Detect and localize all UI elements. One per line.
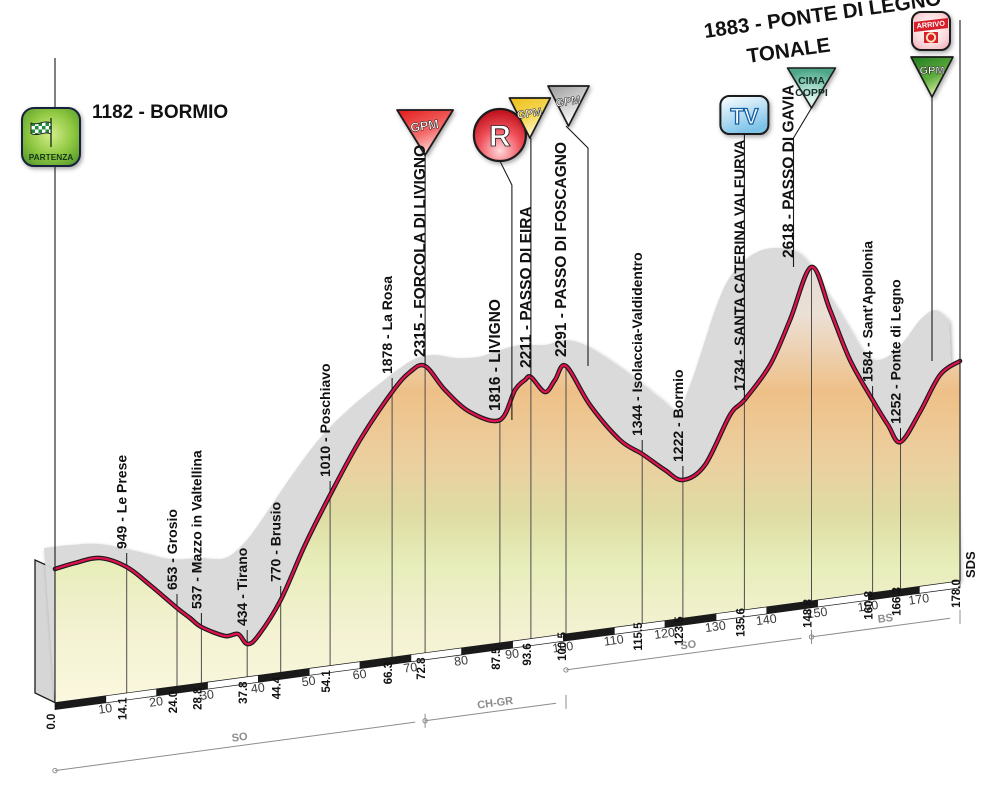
svg-text:GPM: GPM — [919, 65, 944, 77]
svg-text:1816 - LIVIGNO: 1816 - LIVIGNO — [487, 299, 504, 411]
svg-text:10: 10 — [97, 701, 113, 717]
svg-text:14.1: 14.1 — [118, 697, 130, 720]
svg-text:2315 - FORCOLA DI LIVIGNO: 2315 - FORCOLA DI LIVIGNO — [412, 145, 429, 357]
svg-text:72.8: 72.8 — [416, 657, 428, 680]
svg-text:653 - Grosio: 653 - Grosio — [164, 509, 180, 590]
svg-text:2291 - PASSO DI FOSCAGNO: 2291 - PASSO DI FOSCAGNO — [553, 142, 570, 357]
svg-text:1584 - Sant'Apollonia: 1584 - Sant'Apollonia — [860, 241, 876, 382]
svg-text:40: 40 — [250, 680, 266, 696]
svg-text:110: 110 — [603, 632, 625, 649]
svg-text:135.6: 135.6 — [735, 608, 747, 637]
svg-text:44.4: 44.4 — [272, 676, 284, 699]
svg-text:28.8: 28.8 — [192, 687, 204, 710]
svg-text:1222 - Bormio: 1222 - Bormio — [670, 369, 686, 462]
svg-text:160.8: 160.8 — [864, 590, 876, 619]
svg-text:TV: TV — [730, 104, 758, 129]
svg-text:50: 50 — [301, 674, 317, 690]
svg-text:SO: SO — [231, 731, 249, 745]
svg-text:COPPI: COPPI — [795, 87, 828, 99]
svg-text:130: 130 — [704, 618, 727, 635]
svg-text:537 - Mazzo in Valtellina: 537 - Mazzo in Valtellina — [188, 450, 204, 609]
svg-text:60: 60 — [352, 667, 368, 683]
svg-text:2211 - PASSO DI EIRA: 2211 - PASSO DI EIRA — [518, 206, 535, 368]
svg-text:SO: SO — [680, 638, 698, 652]
svg-text:434 - Tirano: 434 - Tirano — [234, 548, 250, 626]
svg-text:170: 170 — [907, 591, 930, 608]
svg-text:115.5: 115.5 — [633, 622, 645, 651]
svg-text:120: 120 — [653, 625, 676, 642]
svg-text:CIMA: CIMA — [798, 75, 825, 87]
svg-text:140: 140 — [755, 612, 778, 629]
svg-text:1010 - Poschiavo: 1010 - Poschiavo — [317, 363, 333, 477]
svg-text:1344 - Isolaccia-Valdidentro: 1344 - Isolaccia-Valdidentro — [629, 252, 645, 436]
svg-text:2618 - PASSO DI GAVIA: 2618 - PASSO DI GAVIA — [781, 85, 798, 258]
svg-text:1878 - La Rosa: 1878 - La Rosa — [379, 276, 395, 374]
svg-text:37.8: 37.8 — [238, 681, 250, 704]
svg-text:R: R — [489, 120, 511, 153]
svg-text:178.0: 178.0 — [951, 579, 963, 608]
svg-text:87.5: 87.5 — [491, 647, 503, 670]
svg-text:20: 20 — [148, 694, 164, 710]
svg-text:0.0: 0.0 — [46, 714, 58, 730]
svg-text:80: 80 — [453, 653, 469, 669]
svg-text:90: 90 — [504, 646, 520, 662]
svg-text:BS: BS — [877, 612, 894, 626]
svg-text:166.3: 166.3 — [892, 587, 904, 616]
svg-text:770 - Brusio: 770 - Brusio — [268, 502, 284, 582]
svg-text:148.8: 148.8 — [803, 599, 815, 628]
svg-text:54.1: 54.1 — [321, 670, 333, 693]
svg-text:24.0: 24.0 — [168, 691, 180, 713]
svg-text:66.3: 66.3 — [383, 662, 395, 684]
svg-text:SDS: SDS — [963, 551, 978, 578]
svg-text:949 - Le Prese: 949 - Le Prese — [114, 455, 130, 549]
svg-text:1734 - SANTA CATERINA VALFURVA: 1734 - SANTA CATERINA VALFURVA — [732, 139, 748, 391]
svg-text:100.5: 100.5 — [557, 632, 569, 661]
svg-text:PARTENZA: PARTENZA — [29, 152, 74, 162]
svg-text:1182 - BORMIO: 1182 - BORMIO — [92, 102, 228, 123]
svg-text:1252 - Ponte di Legno: 1252 - Ponte di Legno — [888, 279, 904, 424]
svg-text:93.6: 93.6 — [522, 643, 534, 665]
